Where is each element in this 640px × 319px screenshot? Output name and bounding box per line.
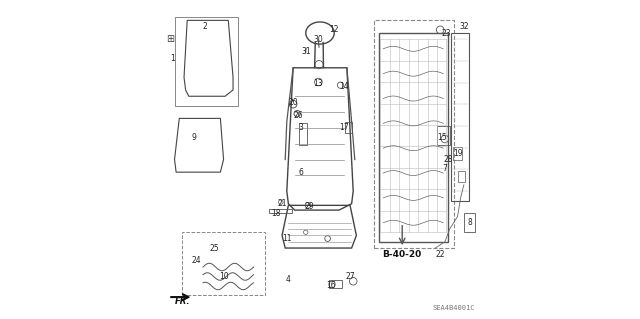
Text: 2: 2: [202, 22, 207, 31]
Text: 27: 27: [345, 272, 355, 281]
Bar: [374, 20, 454, 248]
Text: 7: 7: [442, 165, 447, 174]
Text: 20: 20: [288, 98, 298, 107]
Text: SEA4B4001C: SEA4B4001C: [433, 305, 475, 311]
Text: B-40-20: B-40-20: [383, 250, 422, 259]
Bar: [453, 147, 462, 160]
Text: 14: 14: [339, 82, 349, 91]
Text: 22: 22: [435, 250, 445, 259]
Text: 12: 12: [330, 25, 339, 34]
Text: 11: 11: [282, 234, 292, 243]
Text: 26: 26: [293, 111, 303, 120]
Text: ⊞: ⊞: [166, 34, 174, 44]
Text: 13: 13: [314, 79, 323, 88]
Bar: [175, 17, 238, 106]
Bar: [345, 122, 351, 133]
Text: 17: 17: [339, 123, 349, 132]
Text: 23: 23: [442, 28, 451, 38]
Bar: [437, 126, 450, 145]
Text: 9: 9: [191, 133, 196, 142]
Text: 32: 32: [459, 22, 468, 31]
Text: 3: 3: [299, 123, 303, 132]
Bar: [330, 280, 342, 287]
Text: 24: 24: [192, 256, 202, 265]
Bar: [300, 123, 307, 145]
Bar: [182, 232, 265, 295]
Text: 19: 19: [452, 149, 462, 158]
Text: 15: 15: [437, 133, 447, 142]
Bar: [464, 213, 475, 232]
Text: FR.: FR.: [175, 297, 190, 306]
Text: 28: 28: [444, 155, 453, 164]
Bar: [269, 209, 292, 213]
Text: 31: 31: [301, 48, 310, 56]
Text: 10: 10: [219, 272, 228, 281]
Text: 25: 25: [209, 243, 219, 253]
Text: 8: 8: [468, 218, 472, 227]
Text: 4: 4: [286, 275, 291, 284]
Text: 1: 1: [171, 54, 175, 63]
Text: 30: 30: [314, 35, 323, 44]
Text: 18: 18: [271, 209, 280, 218]
Text: 6: 6: [299, 168, 303, 177]
Text: 16: 16: [326, 281, 336, 291]
Bar: [458, 171, 465, 182]
Text: 29: 29: [304, 203, 314, 211]
Text: 21: 21: [277, 199, 287, 208]
